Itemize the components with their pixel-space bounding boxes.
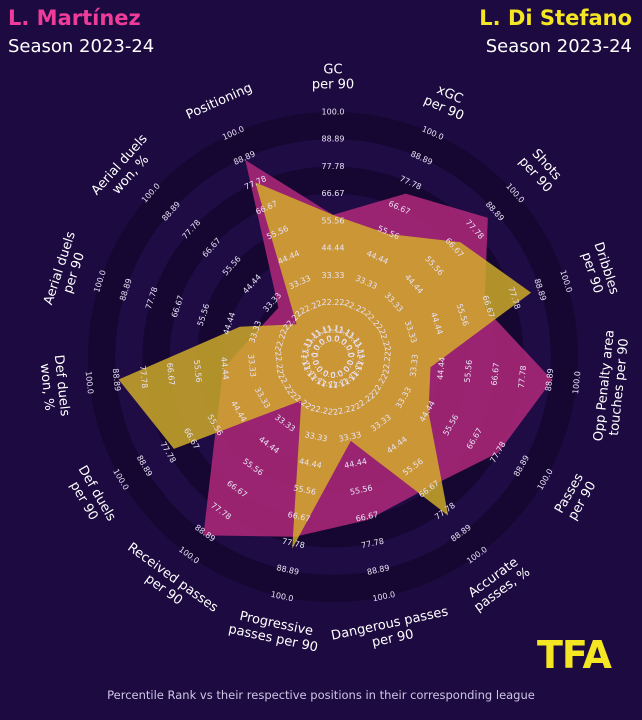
ring-label: 77.78: [517, 365, 528, 389]
ring-label: 0.0: [310, 344, 322, 359]
ring-label: 100.0: [571, 371, 582, 395]
category-label: Shotsper 90: [515, 144, 566, 195]
category-label: GC per 90: [312, 63, 354, 93]
ring-label: 44.44: [219, 357, 230, 381]
category-label: Dangerous passesper 90: [330, 604, 453, 658]
ring-label: 55.56: [463, 359, 474, 383]
category-label-line: won, %: [37, 363, 57, 412]
ring-label: 66.67: [165, 362, 176, 386]
category-label: Aerial duelsper 90: [41, 230, 93, 312]
ring-label: 88.89: [111, 368, 122, 392]
ring-label: 100.0: [322, 108, 345, 117]
category-label: xGCper 90: [421, 79, 472, 124]
series-player2-area: [118, 182, 532, 549]
player2-name: L. Di Stefano: [479, 6, 632, 30]
tfa-logo: TFA: [537, 633, 612, 677]
player1-season: Season 2023-24: [8, 36, 155, 57]
footer-note: Percentile Rank vs their respective posi…: [107, 688, 535, 702]
category-label-line: Positioning: [184, 80, 255, 122]
ring-label: 100.0: [84, 371, 95, 395]
ring-label: 44.44: [322, 244, 345, 253]
category-label: Progressivepasses per 90: [227, 607, 322, 655]
ring-label: 33.33: [322, 271, 345, 280]
ring-label: 0.0: [344, 344, 356, 359]
ring-label: 66.67: [490, 362, 501, 386]
ring-label: 0.0: [346, 352, 356, 366]
category-label-line: per 90: [312, 78, 354, 93]
ring-label: 0.0: [330, 369, 344, 380]
ring-label: 11.11: [354, 348, 365, 372]
ring-label: 11.11: [322, 325, 345, 334]
ring-label: 0.0: [310, 352, 320, 366]
ring-label: 22.22: [322, 298, 345, 307]
ring-label: 88.89: [544, 368, 555, 392]
category-label: Def duelswon, %: [36, 354, 72, 419]
ring-label: 33.33: [246, 354, 257, 378]
category-label: Passesper 90: [552, 471, 600, 524]
ring-label: 77.78: [138, 365, 149, 389]
category-label: Def duelsper 90: [62, 463, 119, 532]
ring-label: 0.0: [322, 369, 336, 380]
player2-season: Season 2023-24: [485, 36, 632, 57]
ring-label: 22.22: [273, 351, 284, 375]
ring-label: 11.11: [300, 348, 311, 372]
ring-label: 66.67: [322, 189, 345, 198]
category-label-line: GC: [323, 63, 342, 78]
player1-name: L. Martínez: [8, 6, 141, 30]
ring-label: 77.78: [322, 162, 345, 171]
category-label: Positioning: [184, 80, 255, 122]
category-label-line: Def duels: [51, 354, 72, 417]
ring-label: 22.22: [381, 351, 392, 375]
ring-label: 55.56: [192, 359, 203, 383]
ring-label: 88.89: [322, 135, 345, 144]
ring-label: 0.0: [327, 335, 340, 344]
ring-label: 44.44: [436, 357, 447, 381]
category-label: Opp Penalty areatouches per 90: [591, 329, 633, 444]
ring-label: 33.33: [409, 354, 420, 378]
ring-label: 55.56: [322, 216, 345, 225]
category-label: Dribblesper 90: [576, 240, 621, 301]
